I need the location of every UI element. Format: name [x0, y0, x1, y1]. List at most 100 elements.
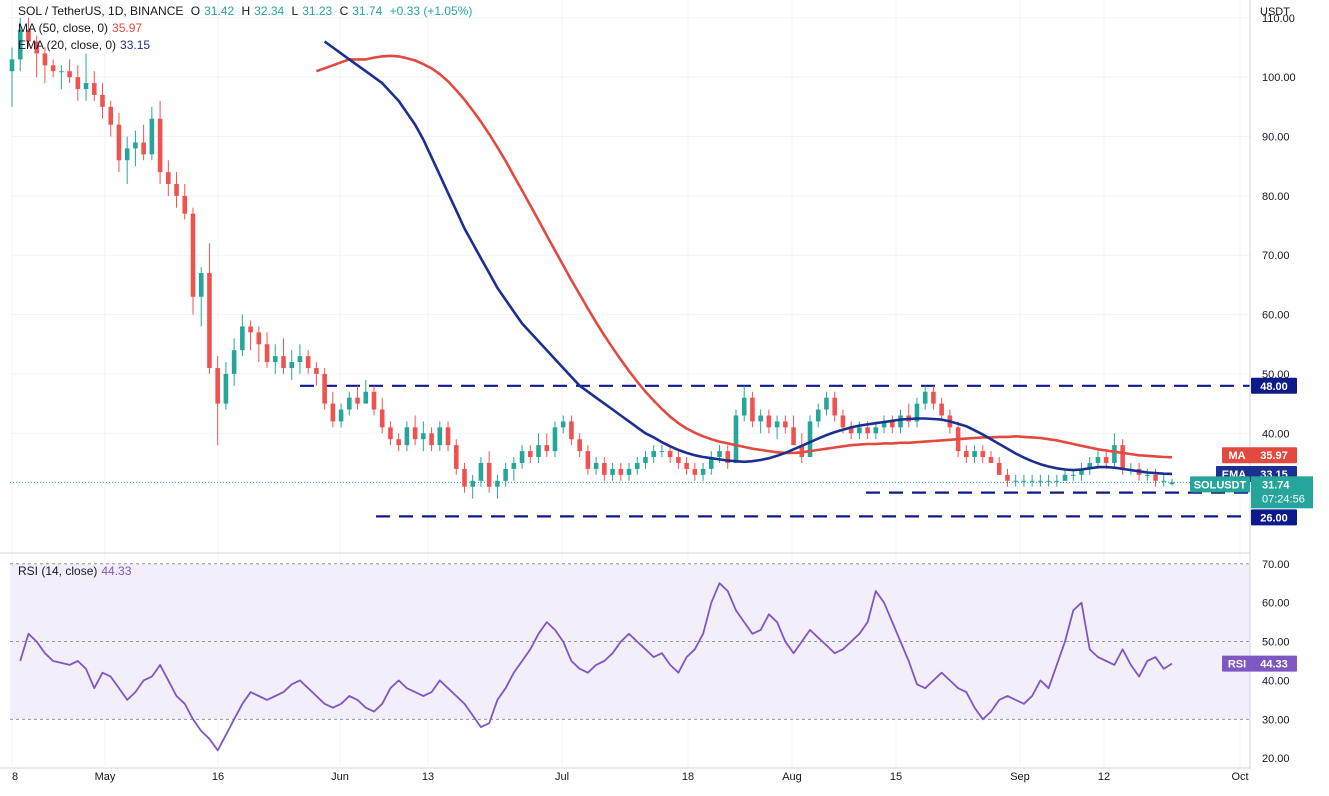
candle-body — [643, 457, 648, 463]
candle-body — [240, 326, 245, 351]
time-label: 8 — [12, 771, 18, 783]
candle-body — [34, 41, 39, 54]
candle-body — [873, 427, 879, 434]
candle-body — [59, 71, 64, 73]
candle-body — [297, 356, 303, 363]
rsi-tick: 70.00 — [1262, 559, 1290, 571]
rsi-line — [19, 582, 1173, 752]
time-label: Jul — [555, 771, 569, 783]
candle-body — [363, 391, 369, 404]
candle-body — [182, 195, 188, 214]
candle-body — [421, 433, 426, 440]
candle-body — [83, 83, 89, 90]
rsi-legend-label: RSI (14, close) — [18, 564, 98, 578]
open-label: O — [190, 4, 201, 18]
candle-body — [692, 468, 698, 475]
rsi-tick: 30.00 — [1262, 714, 1290, 726]
ma50-line — [315, 54, 1173, 459]
time-label: Sep — [1010, 771, 1030, 783]
candle-body — [9, 59, 15, 72]
candle-body — [50, 65, 56, 72]
candle-body — [931, 391, 936, 404]
candle-body — [676, 457, 681, 463]
last-price-badge: 31.74 — [1262, 479, 1290, 491]
change-value: +0.33 (+1.05%) — [389, 4, 473, 18]
ma-legend-label: MA (50, close, 0) — [18, 21, 109, 35]
candle-body — [832, 397, 837, 416]
candle-body — [519, 451, 525, 463]
candle-body — [741, 397, 747, 416]
candle-body — [972, 451, 977, 458]
candle-body — [980, 451, 986, 458]
level-48-badge: 48.00 — [1260, 381, 1288, 393]
candle-body — [1095, 457, 1101, 463]
candle-body — [371, 391, 377, 410]
price-tick: 100.00 — [1262, 72, 1296, 84]
candle-body — [75, 77, 81, 90]
support-resistance-levels — [10, 384, 1250, 518]
candle-body — [289, 362, 295, 368]
candle-body — [988, 457, 994, 463]
candle-body — [560, 421, 566, 428]
candle-body — [445, 427, 451, 446]
candle-body — [412, 427, 418, 440]
candle-body — [100, 94, 105, 107]
level-26-badge-bg — [1251, 509, 1297, 526]
candle-body — [264, 344, 270, 363]
candle-body — [133, 142, 138, 149]
candle-body — [396, 439, 401, 446]
candle-body — [91, 83, 97, 95]
candle-body — [552, 427, 558, 452]
candle-body — [536, 445, 541, 458]
rsi-tag: RSI — [1228, 659, 1246, 671]
ma-tag: MA — [1228, 450, 1245, 462]
countdown-badge: 07:24:56 — [1262, 493, 1305, 505]
candle-body — [807, 421, 813, 458]
candle-body — [248, 326, 253, 333]
candle-body — [791, 427, 796, 446]
candles — [9, 17, 1175, 499]
candle-body — [626, 468, 632, 475]
ma-tag-bg — [1222, 447, 1252, 464]
candle-body — [388, 427, 393, 440]
candle-body — [758, 415, 763, 422]
time-label: 15 — [890, 771, 902, 783]
candle-body — [462, 468, 467, 487]
ma-value-badge: 35.97 — [1260, 450, 1288, 462]
low-label: L — [291, 4, 299, 18]
price-tick: 40.00 — [1262, 428, 1290, 440]
candle-body — [964, 451, 969, 458]
candle-body — [996, 462, 1002, 475]
candle-body — [733, 415, 739, 463]
candle-body — [322, 373, 327, 404]
candle-body — [256, 332, 262, 345]
candle-body — [486, 462, 492, 487]
candle-body — [478, 462, 484, 481]
rsi-tick: 50.00 — [1262, 637, 1290, 649]
candle-body — [1038, 480, 1043, 482]
candle-body — [848, 427, 854, 434]
candle-body — [429, 433, 434, 446]
candle-body — [700, 468, 706, 475]
candle-body — [881, 421, 887, 428]
candle-body — [157, 118, 163, 173]
candle-body — [1120, 445, 1125, 469]
candle-body — [223, 373, 229, 404]
candle-body — [602, 462, 607, 475]
ma-legend-value: 35.97 — [112, 21, 143, 35]
candle-body — [585, 451, 591, 469]
candle-body — [1145, 474, 1150, 476]
rsi-value-badge: 44.33 — [1260, 659, 1288, 671]
candle-body — [684, 462, 689, 469]
ema20-line — [323, 40, 1173, 476]
candle-body — [1070, 474, 1076, 476]
moving-averages — [315, 40, 1173, 476]
price-tick: 70.00 — [1262, 250, 1290, 262]
candle-body — [939, 403, 944, 416]
candle-body — [857, 427, 862, 434]
candle-body — [141, 142, 146, 155]
candle-body — [1153, 474, 1158, 481]
rsi-series — [19, 582, 1173, 752]
candle-body — [651, 451, 657, 458]
